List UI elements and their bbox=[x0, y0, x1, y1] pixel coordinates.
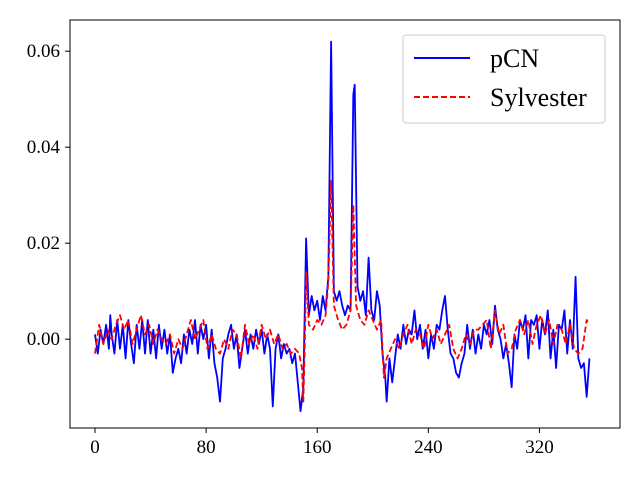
x-axis: 0 80 160 240 320 bbox=[90, 428, 554, 458]
series-layer bbox=[94, 40, 591, 413]
y-axis: 0.00 0.02 0.04 0.06 bbox=[27, 41, 70, 350]
y-tick-label: 0.06 bbox=[27, 41, 60, 62]
x-tick-label: 0 bbox=[90, 437, 100, 458]
x-tick-label: 240 bbox=[414, 437, 443, 458]
x-tick-label: 160 bbox=[303, 437, 332, 458]
x-tick-label: 320 bbox=[525, 437, 554, 458]
legend-label-pcn: pCN bbox=[490, 44, 539, 73]
plot-frame bbox=[69, 19, 621, 429]
y-tick-label: 0.00 bbox=[27, 329, 60, 350]
legend: pCN Sylvester bbox=[402, 34, 606, 124]
y-tick-label: 0.04 bbox=[27, 137, 61, 158]
series-line-sylvester bbox=[94, 179, 591, 403]
legend-label-sylvester: Sylvester bbox=[490, 83, 587, 112]
x-tick-label: 80 bbox=[197, 437, 216, 458]
y-tick-label: 0.02 bbox=[27, 233, 60, 254]
